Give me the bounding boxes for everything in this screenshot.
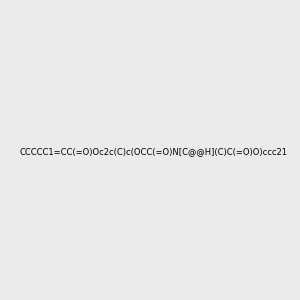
Text: CCCCC1=CC(=O)Oc2c(C)c(OCC(=O)N[C@@H](C)C(=O)O)ccc21: CCCCC1=CC(=O)Oc2c(C)c(OCC(=O)N[C@@H](C)C… (20, 147, 288, 156)
